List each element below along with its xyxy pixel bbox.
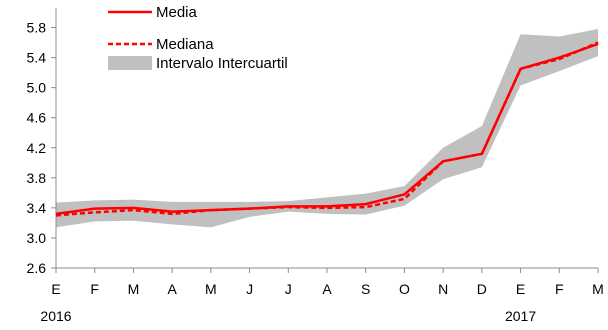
y-tick-label: 3.0 [27,230,47,246]
x-tick-label: F [90,281,99,297]
x-tick-label: A [322,281,332,297]
y-tick-label: 3.4 [27,200,47,216]
y-tick-label: 5.0 [27,80,47,96]
y-tick-label: 3.8 [27,170,47,186]
x-tick-label: J [246,281,253,297]
series-layer [55,41,599,217]
legend-label-band: Intervalo Intercuartil [156,55,288,72]
x-tick-label: M [128,281,140,297]
legend-label-mediana: Mediana [156,36,214,53]
y-tick-label: 2.6 [27,260,47,276]
x-tick-label: S [361,281,370,297]
year-label: 2017 [505,308,536,324]
legend: Media Mediana Intervalo Intercuartil [108,4,288,72]
x-tick-label: O [399,281,410,297]
series-line-mediana [55,41,599,217]
x-tick-label: E [516,281,525,297]
x-tick-label: A [167,281,177,297]
x-tick-label: M [205,281,217,297]
legend-label-media: Media [156,4,198,21]
x-tick-label: M [592,281,604,297]
y-tick-label: 4.2 [27,140,47,156]
axes: 2.6 3.0 3.4 3.8 4.2 4.6 5.0 5.4 5.8 E F M A M J J A S O N D E… [27,8,604,324]
legend-swatch-band [108,56,152,70]
x-tick-label: J [285,281,292,297]
x-tick-label: F [555,281,564,297]
year-label: 2016 [40,308,71,324]
y-tick-label: 5.8 [27,20,47,36]
x-tick-label: N [438,281,448,297]
y-tick-label: 4.6 [27,110,47,126]
x-tick-label: E [51,281,60,297]
x-tick-label: D [477,281,487,297]
y-tick-label: 5.4 [27,50,47,66]
